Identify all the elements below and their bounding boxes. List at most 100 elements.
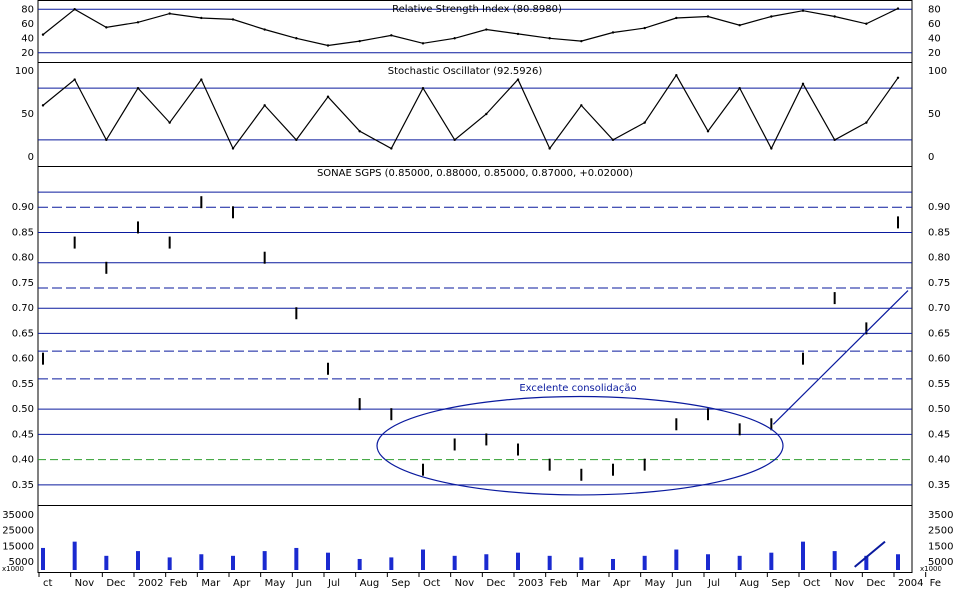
consolidation-annotation: Excelente consolidação (519, 383, 636, 394)
y-tick-label-left: 20 (21, 48, 34, 59)
x-tick-label: Sep (391, 578, 410, 589)
rsi-line (42, 7, 899, 47)
stochastic-line (42, 74, 899, 150)
x-tick-label: Aug (360, 578, 380, 589)
y-tick-label-right: 60 (928, 19, 941, 30)
y-tick-label-right: 5000 (928, 557, 953, 568)
data-point (865, 22, 868, 25)
data-point (833, 138, 836, 142)
data-point (833, 15, 836, 18)
data-point (801, 9, 805, 12)
x-tick-label: Jun (295, 578, 312, 589)
y-tick-label-left: 40 (21, 33, 34, 44)
data-point (611, 31, 615, 34)
volume-trend-line (854, 540, 886, 568)
panel-frame-1 (37, 62, 913, 167)
volume-unit-left: x1000 (2, 565, 24, 573)
x-tick-label: Jun (675, 578, 692, 589)
y-tick-label-left: 100 (15, 66, 34, 77)
volume-bar (41, 547, 45, 570)
volume-bar (737, 555, 742, 570)
volume-bar (167, 557, 172, 570)
volume-bar (357, 558, 362, 570)
y-tick-label-right: 15000 (928, 541, 954, 552)
y-tick-label-left: 0.55 (12, 379, 34, 390)
y-tick-label-left: 0 (28, 152, 34, 163)
y-tick-label-right: 0.50 (928, 404, 950, 415)
y-tick-label-right: 0.90 (928, 202, 950, 213)
volume-bar (326, 552, 330, 570)
volume-bar (547, 555, 552, 570)
data-point (896, 76, 900, 79)
data-point (580, 39, 583, 43)
data-point (896, 7, 900, 10)
y-tick-label-left: 0.75 (12, 278, 34, 289)
data-point (231, 18, 235, 21)
volume-bar (136, 551, 140, 570)
x-tick-label: Apr (613, 578, 631, 589)
x-tick-label: Jul (327, 578, 340, 589)
data-point (200, 78, 203, 81)
y-tick-label-right: 25000 (928, 526, 954, 537)
volume-bar (864, 555, 869, 570)
data-point (611, 138, 615, 142)
volume-bar (579, 557, 584, 570)
data-point (200, 16, 203, 20)
data-point (770, 147, 773, 150)
data-point (263, 104, 266, 107)
data-point (580, 104, 583, 107)
x-tick-label: May (645, 578, 666, 589)
y-tick-label-right: 100 (928, 66, 947, 77)
data-point (326, 44, 330, 47)
data-point (485, 112, 488, 116)
x-tick-label: Nov (835, 578, 855, 589)
y-tick-label-left: 60 (21, 19, 34, 30)
volume-bar (832, 551, 837, 570)
volume-bar (611, 558, 615, 570)
y-tick-label-left: 0.60 (12, 354, 34, 365)
x-tick-label: Oct (803, 578, 820, 589)
volume-bar (769, 552, 774, 570)
volume-bar (72, 541, 77, 570)
y-tick-label-left: 5000 (9, 557, 34, 568)
data-point (643, 26, 646, 30)
y-tick-label-left: 0.40 (12, 455, 34, 466)
x-tick-label: Dec (486, 578, 505, 589)
x-tick-label: Dec (866, 578, 885, 589)
data-point (41, 33, 45, 36)
x-tick-label: May (265, 578, 286, 589)
data-point (516, 32, 520, 36)
data-point (295, 37, 298, 40)
data-point (326, 95, 330, 98)
data-point (73, 8, 76, 11)
x-tick-label: Fe (930, 578, 941, 589)
volume-bar (674, 549, 679, 570)
data-point (675, 74, 678, 77)
y-tick-label-right: 0.70 (928, 303, 950, 314)
panel-frame-3 (37, 505, 913, 573)
x-tick-label: Apr (233, 578, 251, 589)
x-tick-label: Feb (550, 578, 568, 589)
volume-bar (706, 554, 710, 570)
data-point (358, 130, 361, 133)
rsi-title: Relative Strength Index (80.8980) (392, 4, 562, 15)
y-tick-label-right: 0.85 (928, 227, 950, 238)
y-tick-label-left: 0.80 (12, 253, 34, 264)
data-point (801, 82, 805, 86)
price-title: SONAE SGPS (0.85000, 0.88000, 0.85000, 0… (317, 168, 633, 179)
x-tick-label: Mar (201, 578, 221, 589)
data-point (168, 12, 171, 15)
data-point (421, 86, 425, 90)
data-point (421, 42, 425, 45)
data-point (485, 28, 488, 31)
y-tick-label-left: 35000 (2, 510, 34, 521)
volume-bar (104, 555, 109, 570)
data-point (136, 21, 140, 24)
data-point (643, 121, 646, 124)
y-tick-label-right: 20 (928, 48, 941, 59)
x-tick-label: Sep (771, 578, 790, 589)
data-point (390, 34, 393, 37)
y-tick-label-right: 50 (928, 109, 941, 120)
x-tick-label: Feb (170, 578, 188, 589)
volume-bar (199, 554, 204, 570)
